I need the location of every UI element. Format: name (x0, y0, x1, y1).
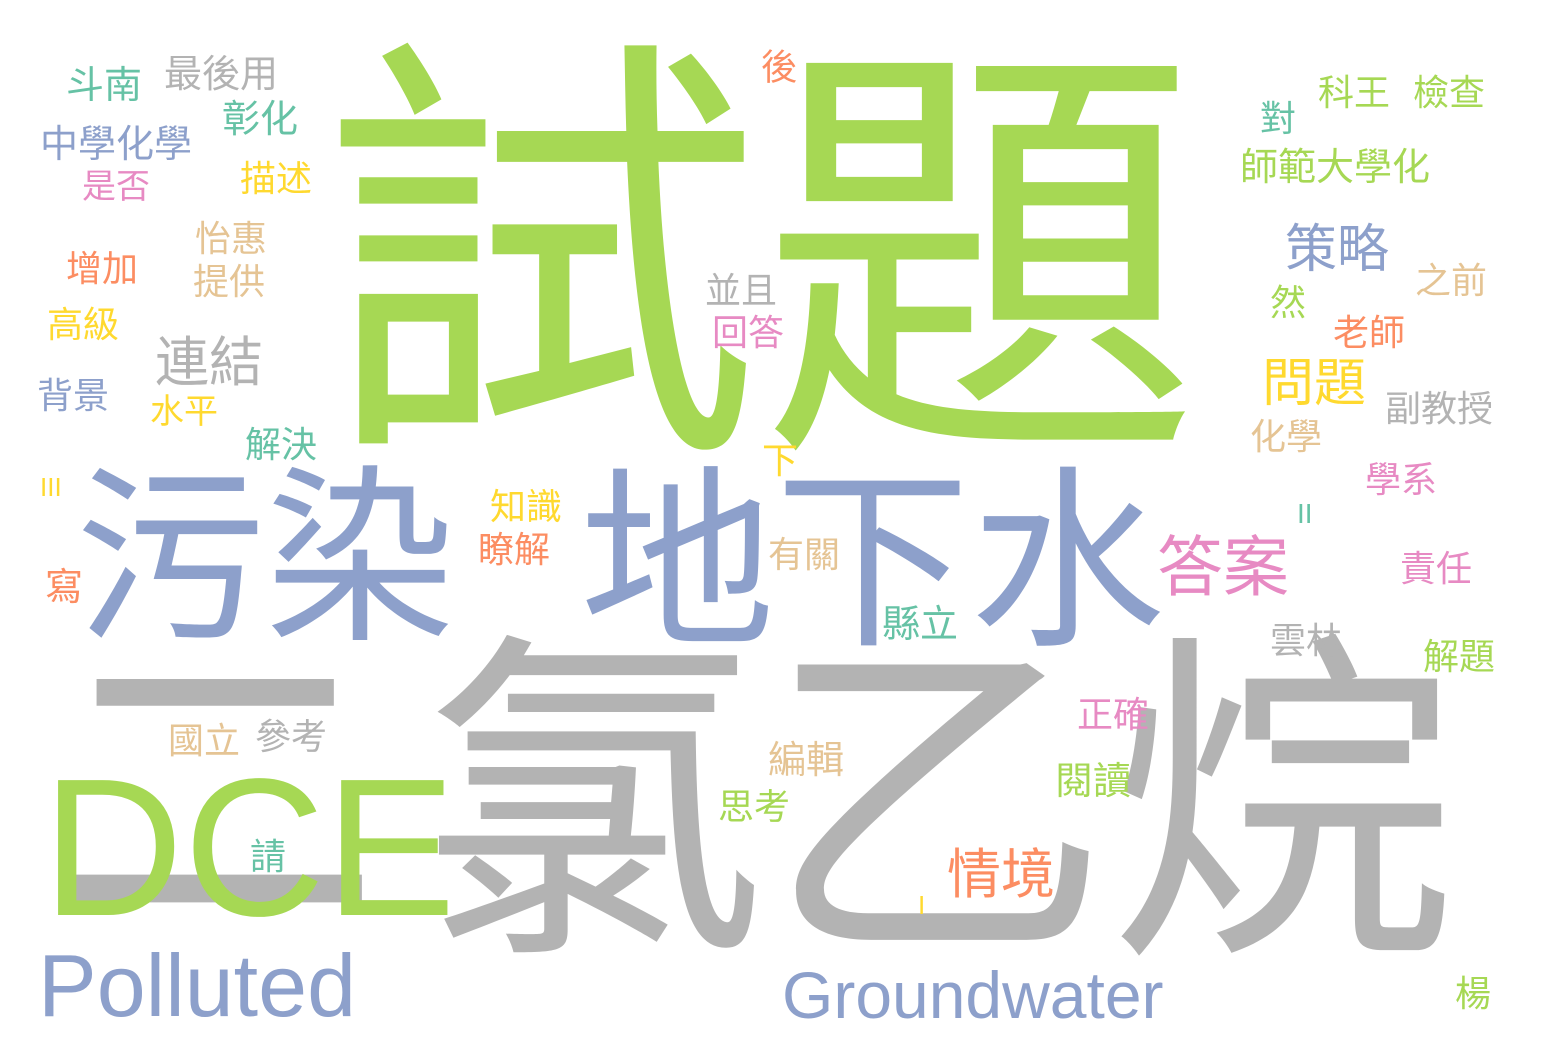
word-beijing: 背景 (37, 376, 110, 417)
word-shiti: 試題 (320, 6, 1200, 518)
word-ii: II (1297, 498, 1313, 529)
word-sikao: 思考 (718, 787, 791, 828)
word-qing: 請 (250, 837, 287, 878)
word-dixiashui: 地下水 (580, 449, 1165, 676)
word-dounan: 斗南 (66, 63, 143, 107)
word-lvyiwan: 氯乙烷 (420, 607, 1455, 1008)
word-celue: 策略 (1285, 220, 1390, 280)
word-qingjing: 情境 (947, 843, 1055, 906)
word-wenti: 問題 (1262, 354, 1367, 414)
word-ran: 然 (1270, 283, 1307, 324)
word-zengjia: 增加 (66, 249, 139, 290)
word-er: 二 (50, 603, 380, 987)
word-bianji: 編輯 (768, 738, 845, 782)
word-hou: 後 (755, 48, 796, 84)
word-lianjie: 連結 (155, 331, 263, 394)
word-zeren: 責任 (1400, 549, 1473, 590)
word-liaojie: 瞭解 (478, 530, 551, 571)
word-daan: 答案 (1157, 529, 1289, 606)
word-guoli: 國立 (168, 721, 241, 762)
word-xia: 下 (762, 441, 799, 482)
word-miaoshu: 描述 (240, 159, 313, 200)
word-zhishi: 知識 (490, 487, 563, 528)
word-i: I (918, 890, 926, 920)
word-zhengque: 正確 (1077, 695, 1150, 736)
word-shifandaxuehua: 師範大學化 (1240, 145, 1431, 189)
word-shifou: 是否 (82, 167, 150, 207)
word-jieti: 解題 (1423, 637, 1496, 678)
word-groundwater: Groundwater (782, 958, 1164, 1032)
word-wuran: 污染 (75, 449, 456, 670)
word-huaxue: 化學 (1250, 417, 1323, 458)
word-fujiaoshou: 副教授 (1385, 389, 1494, 430)
word-yihui: 怡惠 (195, 219, 268, 260)
word-huida: 回答 (712, 313, 785, 354)
word-tigong: 提供 (193, 262, 266, 303)
word-youguan: 有關 (768, 535, 841, 576)
word-xuexi: 學系 (1365, 460, 1438, 501)
word-shuiping: 水平 (150, 392, 218, 432)
word-xie: 寫 (45, 565, 84, 609)
word-zhanghua: 彰化 (222, 97, 299, 141)
word-xianli: 縣立 (882, 602, 959, 646)
word-jiancha: 檢查 (1413, 73, 1486, 114)
word-zuihouyong: 最後用 (164, 52, 279, 96)
word-gaoji: 高級 (47, 305, 120, 346)
word-zhongxuehuaxue: 中學化學 (40, 122, 193, 166)
word-polluted: Polluted (38, 936, 357, 1035)
word-dui: 對 (1260, 99, 1297, 140)
word-iii: III (40, 472, 62, 502)
word-cankao: 參考 (255, 717, 328, 758)
word-zhiqian: 之前 (1415, 261, 1488, 302)
word-kewang: 科王 (1318, 73, 1391, 114)
word-yuedu: 閱讀 (1055, 759, 1132, 803)
word-bingqie: 並且 (705, 271, 778, 312)
word-laoshi: 老師 (1333, 313, 1406, 354)
word-yang: 楊 (1455, 974, 1492, 1015)
word-dce: DCE (42, 738, 456, 957)
word-yunlin: 雲林 (1270, 621, 1343, 662)
word-jiejue: 解決 (245, 425, 318, 466)
